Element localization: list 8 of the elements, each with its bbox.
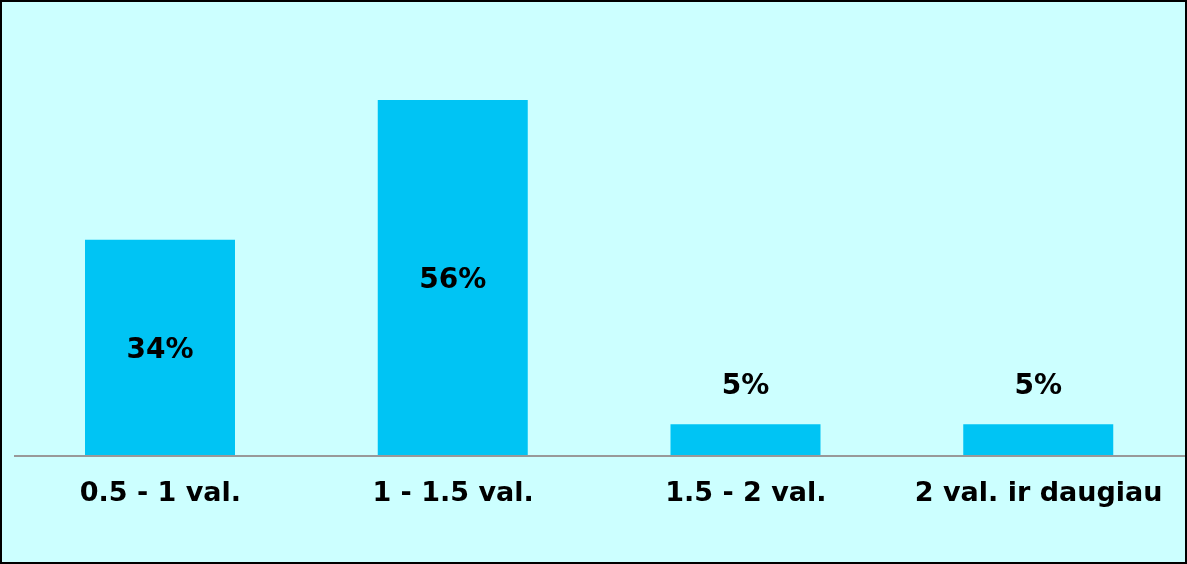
- data-label: 56%: [419, 262, 487, 295]
- data-label: 34%: [126, 331, 194, 365]
- data-label: 5%: [1014, 368, 1063, 402]
- x-tick-label: 0.5 - 1 val.: [79, 476, 242, 508]
- x-tick-label: 1 - 1.5 val.: [372, 476, 534, 508]
- data-label: 5%: [721, 368, 770, 402]
- x-tick-label: 2 val. ir daugiau: [914, 476, 1163, 508]
- x-tick-label: 1.5 - 2 val.: [665, 476, 827, 508]
